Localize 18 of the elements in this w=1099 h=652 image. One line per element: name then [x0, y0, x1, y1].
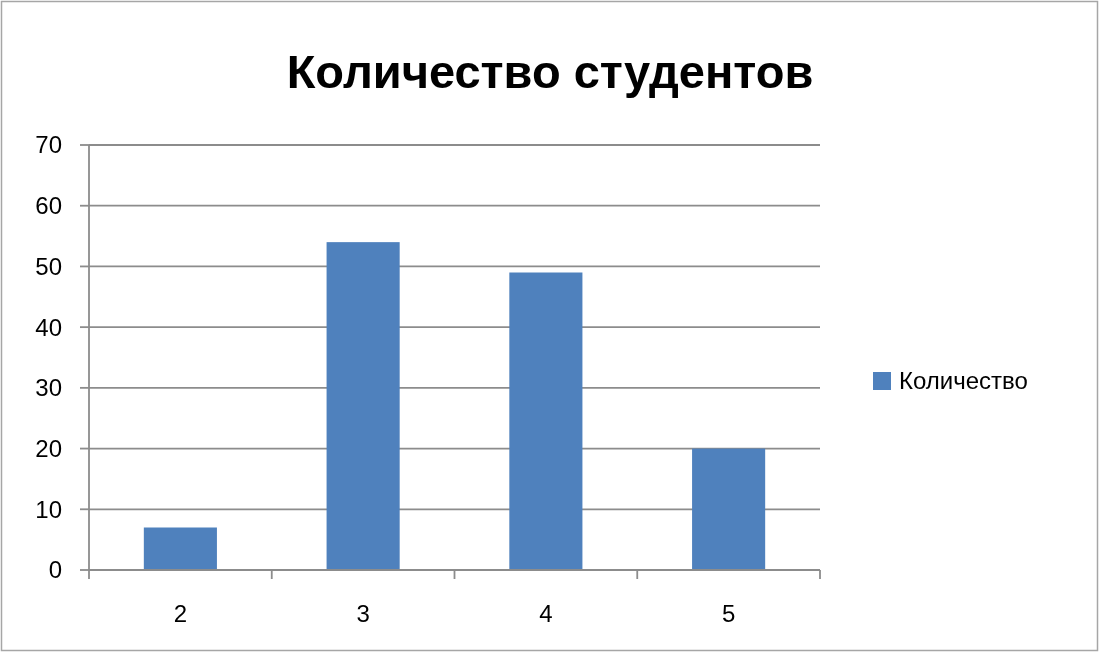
x-tick-label: 2	[173, 600, 188, 627]
chart-title: Количество студентов	[286, 45, 814, 98]
x-tick-label: 4	[539, 600, 553, 627]
y-tick-label: 30	[35, 374, 62, 402]
y-tick-label: 40	[35, 313, 62, 341]
x-tick-label: 5	[721, 600, 736, 627]
y-tick-label: 10	[35, 495, 62, 523]
y-tick-label: 50	[35, 252, 62, 280]
x-tick-label: 3	[356, 600, 370, 627]
bar	[509, 272, 583, 570]
bar	[326, 242, 400, 570]
legend-label: Количество	[899, 367, 1028, 395]
bar	[143, 527, 217, 570]
y-tick-label: 20	[35, 434, 62, 462]
y-tick-label: 60	[35, 192, 62, 220]
y-tick-label: 0	[48, 556, 62, 584]
bar	[692, 448, 766, 570]
y-tick-label: 70	[35, 131, 62, 159]
